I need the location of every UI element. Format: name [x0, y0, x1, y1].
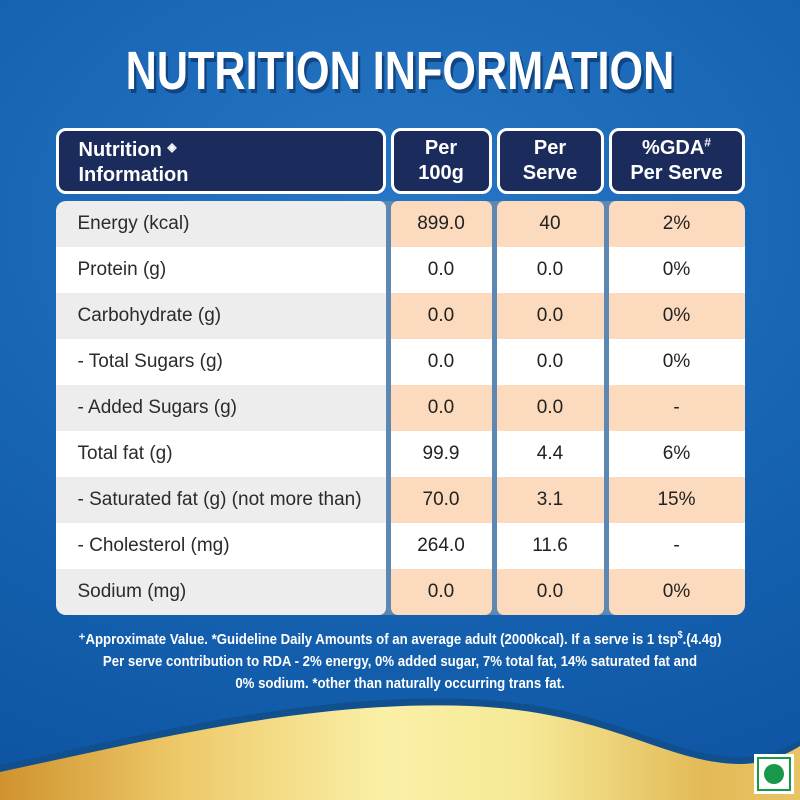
- value-gda-per-serve: 2%: [608, 201, 745, 247]
- value-per-serve: 3.1: [496, 477, 604, 523]
- vegetarian-dot-icon: [764, 764, 784, 784]
- header-gda-text: %GDA: [642, 137, 705, 159]
- header-col2-line2: 100g: [418, 162, 464, 184]
- row-label: Sodium (mg): [55, 569, 386, 615]
- value-per-100g: 0.0: [390, 569, 492, 615]
- header-per-100g: Per 100g: [390, 128, 492, 194]
- value-per-serve: 0.0: [496, 339, 604, 385]
- row-label: Energy (kcal): [55, 201, 386, 247]
- table-body: Energy (kcal) 899.0 40 2% Protein (g) 0.0 0.0 0…: [55, 201, 745, 615]
- hash-superscript: #: [704, 135, 711, 150]
- header-col1-line2: Information: [78, 163, 189, 186]
- header-col2-line1: Per: [424, 137, 458, 159]
- header-col3-line1: Per: [533, 137, 567, 159]
- page-title: NUTRITION INFORMATION: [125, 41, 675, 101]
- nutrition-table: Nutrition ◈ Information Per 100g Per Ser…: [55, 128, 745, 615]
- header-per-serve: Per Serve: [496, 128, 604, 194]
- vegetarian-mark: [754, 754, 794, 794]
- value-per-100g: 0.0: [390, 339, 492, 385]
- value-per-100g: 70.0: [390, 477, 492, 523]
- value-gda-per-serve: 6%: [608, 431, 745, 477]
- value-per-100g: 99.9: [390, 431, 492, 477]
- value-per-serve: 40: [496, 201, 604, 247]
- footnote: ⁺Approximate Value. *Guideline Daily Amo…: [48, 629, 752, 695]
- footnote-line-1: ⁺Approximate Value. *Guideline Daily Amo…: [48, 629, 752, 651]
- value-gda-per-serve: 0%: [608, 247, 745, 293]
- value-gda-per-serve: 0%: [608, 293, 745, 339]
- header-col4-line2: Per Serve: [630, 162, 723, 184]
- row-label: - Cholesterol (mg): [55, 523, 386, 569]
- dollar-superscript: $: [677, 630, 683, 641]
- header-col1-line1: Nutrition ◈: [79, 135, 177, 163]
- value-gda-per-serve: 0%: [608, 339, 745, 385]
- value-gda-per-serve: 15%: [608, 477, 745, 523]
- value-per-100g: 899.0: [390, 201, 492, 247]
- value-per-serve: 0.0: [496, 385, 604, 431]
- diamond-icon: ◈: [167, 139, 177, 154]
- value-per-100g: 0.0: [390, 293, 492, 339]
- value-per-serve: 11.6: [496, 523, 604, 569]
- value-per-100g: 264.0: [390, 523, 492, 569]
- gold-wave-decoration: [0, 698, 800, 800]
- row-label: - Added Sugars (g): [55, 385, 386, 431]
- value-per-serve: 0.0: [496, 569, 604, 615]
- value-per-100g: 0.0: [390, 385, 492, 431]
- header-gda-per-serve: %GDA# Per Serve: [608, 128, 745, 194]
- table-header-row: Nutrition ◈ Information Per 100g Per Ser…: [55, 128, 745, 194]
- row-label: Total fat (g): [55, 431, 386, 477]
- value-gda-per-serve: -: [608, 385, 745, 431]
- footnote-line-1-text: ⁺Approximate Value. *Guideline Daily Amo…: [78, 631, 678, 648]
- header-col4-line1: %GDA#: [642, 136, 711, 161]
- value-per-serve: 0.0: [496, 247, 604, 293]
- wave-gold-fill: [0, 705, 800, 800]
- value-gda-per-serve: 0%: [608, 569, 745, 615]
- row-label: - Total Sugars (g): [55, 339, 386, 385]
- value-per-serve: 4.4: [496, 431, 604, 477]
- footnote-line-1-end: .(4.4g): [682, 631, 722, 648]
- row-label: Protein (g): [55, 247, 386, 293]
- header-col1-text: Nutrition: [78, 138, 162, 161]
- footnote-line-2: Per serve contribution to RDA - 2% energ…: [102, 653, 698, 670]
- footnote-line-3: 0% sodium. *other than naturally occurri…: [235, 675, 565, 692]
- header-col3-line2: Serve: [522, 162, 578, 184]
- row-label: - Saturated fat (g) (not more than): [55, 477, 386, 523]
- header-nutrition-information: Nutrition ◈ Information: [55, 128, 386, 194]
- value-per-serve: 0.0: [496, 293, 604, 339]
- value-gda-per-serve: -: [608, 523, 745, 569]
- value-per-100g: 0.0: [390, 247, 492, 293]
- row-label: Carbohydrate (g): [55, 293, 386, 339]
